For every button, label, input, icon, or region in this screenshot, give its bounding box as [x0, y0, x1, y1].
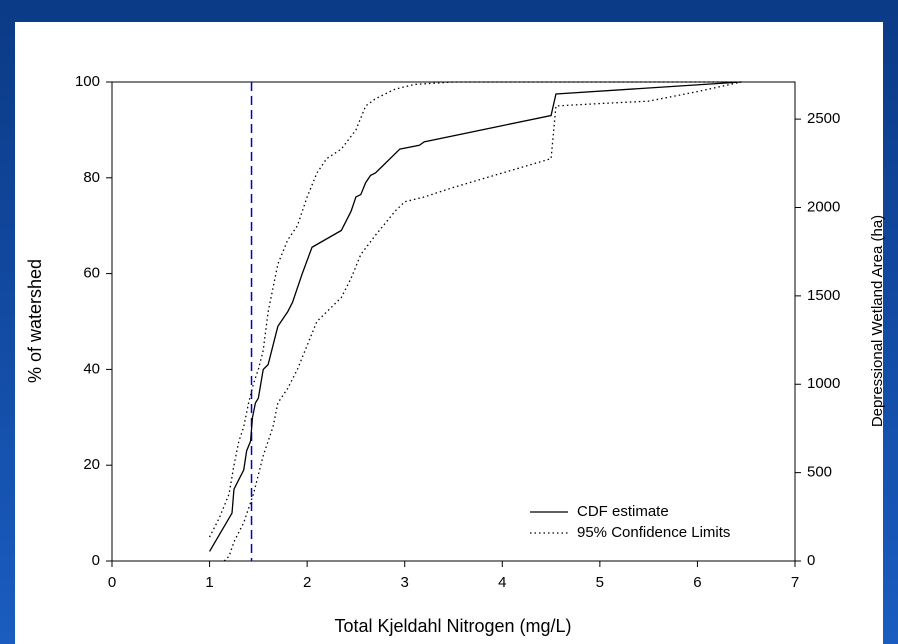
- y2-tick-label: 0: [807, 552, 815, 569]
- y-tick-label: 40: [83, 360, 100, 377]
- y2-tick-label: 1500: [807, 287, 840, 304]
- series-line: [223, 81, 742, 562]
- x-tick-label: 2: [303, 574, 311, 591]
- y-tick-label: 0: [92, 552, 100, 569]
- x-tick-label: 6: [693, 574, 701, 591]
- panel: [15, 22, 883, 644]
- y2-tick-label: 2000: [807, 198, 840, 215]
- y-axis-title: % of watershed: [25, 259, 45, 383]
- plot-frame: [111, 81, 796, 562]
- legend-label: CDF estimate: [577, 503, 669, 520]
- series-line: [209, 81, 742, 552]
- y-tick-label: 80: [83, 169, 100, 186]
- x-tick-label: 7: [791, 574, 799, 591]
- y-tick-label: 60: [83, 265, 100, 282]
- x-tick-label: 0: [108, 574, 116, 591]
- x-tick-label: 3: [401, 574, 409, 591]
- y2-axis-title: Depressional Wetland Area (ha): [869, 215, 886, 427]
- legend-label: 95% Confidence Limits: [577, 524, 730, 541]
- y2-tick-label: 2500: [807, 110, 840, 127]
- x-axis-title: Total Kjeldahl Nitrogen (mg/L): [334, 616, 571, 636]
- y2-tick-label: 1000: [807, 375, 840, 392]
- series-line: [208, 81, 742, 538]
- x-tick-label: 5: [596, 574, 604, 591]
- y-tick-label: 100: [75, 73, 100, 90]
- x-tick-label: 4: [498, 574, 506, 591]
- y2-tick-label: 500: [807, 464, 832, 481]
- x-tick-label: 1: [205, 574, 213, 591]
- y-tick-label: 20: [83, 456, 100, 473]
